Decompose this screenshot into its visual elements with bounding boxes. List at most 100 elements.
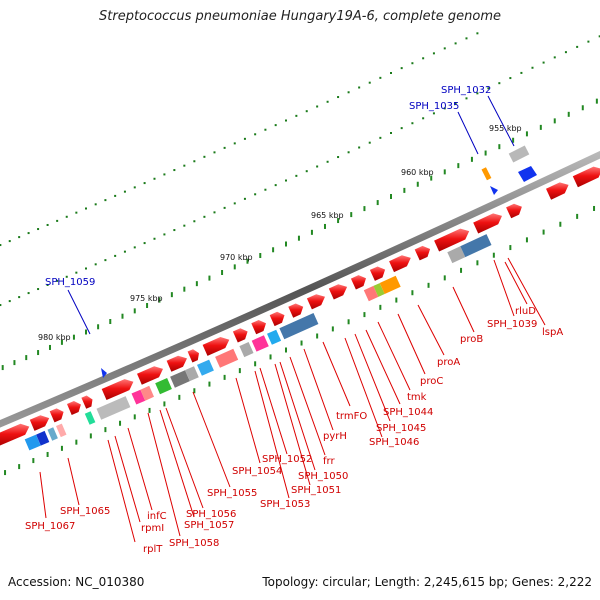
- gc-tick: [1, 365, 4, 371]
- gene-block: [36, 430, 50, 446]
- scale-dot: [94, 263, 97, 266]
- gc-tick: [18, 464, 21, 470]
- scale-dot: [285, 119, 287, 122]
- gc-tick: [443, 169, 446, 175]
- scale-label-980: 980 kbp: [38, 333, 71, 342]
- gc-tick: [254, 361, 257, 367]
- gene-label-sph1050: SPH_1050: [298, 471, 348, 482]
- gc-tick: [331, 326, 334, 332]
- scale-dot: [379, 136, 382, 139]
- gc-tick: [403, 187, 406, 193]
- gene-label-rplT: rplT: [143, 544, 163, 555]
- scale-dot: [400, 67, 403, 70]
- gc-tick: [390, 194, 392, 199]
- scale-dot: [163, 233, 166, 236]
- gene-label-sph1056: SPH_1056: [186, 509, 236, 520]
- scale-dot: [476, 92, 479, 95]
- gene-label-sph1055: SPH_1055: [207, 488, 257, 499]
- gc-tick: [221, 270, 224, 276]
- scale-dot: [27, 232, 30, 235]
- gene-block: [460, 234, 492, 258]
- gc-tick: [60, 339, 63, 345]
- scale-dot: [368, 81, 371, 84]
- gene-label-sph1051: SPH_1051: [291, 485, 341, 496]
- scale-dot: [476, 32, 479, 35]
- gene-arrow: [506, 203, 522, 219]
- gc-tick: [576, 213, 579, 219]
- gene-label-leaders: [39, 257, 546, 543]
- gene-arrow: [232, 328, 248, 343]
- scale-dot: [465, 97, 468, 100]
- gc-tick: [285, 241, 287, 247]
- gc-tick: [567, 111, 570, 117]
- gc-tick: [148, 407, 151, 413]
- scale-dot: [337, 96, 340, 99]
- gene-label-sph1058: SPH_1058: [169, 538, 219, 549]
- scale-dot: [37, 228, 40, 231]
- gene-block: [215, 348, 239, 368]
- scale-dot: [520, 71, 523, 74]
- scale-dot: [576, 45, 579, 48]
- scale-ticks: [0, 32, 600, 307]
- gc-tick: [223, 374, 226, 380]
- gc-tick: [259, 253, 262, 259]
- scale-label-975: 975 kbp: [130, 294, 163, 303]
- gc-tick: [498, 144, 501, 150]
- scale-dot: [454, 42, 457, 45]
- scale-label-970: 970 kbp: [220, 253, 253, 262]
- gc-tick: [133, 308, 136, 314]
- gc-tick: [492, 252, 495, 258]
- scale-dot: [94, 203, 97, 206]
- scale-dot: [85, 267, 87, 270]
- scale-dot: [163, 173, 166, 176]
- gene-arrow: [288, 303, 304, 318]
- gene-arrow: [269, 311, 285, 327]
- gc-tick: [581, 105, 584, 111]
- scale-dot: [432, 112, 435, 115]
- scale-dot: [337, 156, 340, 159]
- scale-dot: [223, 206, 226, 209]
- gene-label-lspA: lspA: [542, 327, 563, 338]
- scale-dot: [443, 107, 446, 110]
- gc-tick: [379, 304, 382, 310]
- scale-dot: [183, 224, 186, 227]
- gene-arrow: [202, 337, 230, 356]
- scale-dot: [305, 110, 308, 113]
- scale-dot: [326, 160, 329, 163]
- scale-dot: [0, 304, 2, 307]
- scale-dot: [587, 40, 590, 43]
- gene-block: [140, 385, 154, 401]
- scale-dot: [143, 182, 146, 185]
- gene-label-rluD: rluD: [515, 306, 536, 317]
- gc-tick: [430, 175, 433, 181]
- gene-block: [131, 389, 146, 405]
- scale-dot: [114, 254, 117, 257]
- scale-dot: [193, 160, 196, 163]
- gene-label-sph1045: SPH_1045: [376, 423, 426, 434]
- scale-dot: [316, 105, 319, 108]
- gene-block: [363, 285, 379, 302]
- scale-dot: [326, 100, 329, 103]
- scale-dot: [347, 151, 350, 154]
- gc-content-track-inner: [4, 205, 596, 476]
- scale-dot: [133, 246, 136, 249]
- scale-dot: [56, 279, 59, 282]
- gc-tick: [208, 381, 211, 387]
- gene-block: [379, 275, 401, 294]
- gene-arrow: [389, 255, 411, 273]
- scale-dot: [85, 207, 87, 210]
- scale-dot: [487, 87, 490, 90]
- gene-label-sph1057: SPH_1057: [184, 520, 234, 531]
- gene-label-sph1046: SPH_1046: [369, 437, 419, 448]
- scale-dot: [564, 51, 567, 54]
- gene-arrow: [0, 423, 30, 446]
- gc-tick: [347, 319, 350, 325]
- gene-arrow: [29, 415, 50, 431]
- gene-arrow: [49, 408, 64, 423]
- scale-dot: [422, 57, 425, 60]
- gc-tick: [512, 137, 515, 143]
- scale-dot: [193, 220, 196, 223]
- gc-tick: [310, 229, 313, 235]
- gc-tick: [48, 344, 51, 350]
